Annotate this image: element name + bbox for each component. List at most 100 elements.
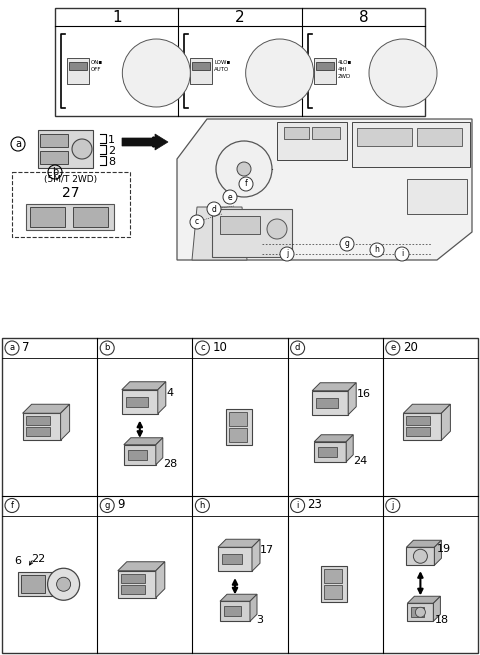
Polygon shape	[408, 596, 441, 603]
Polygon shape	[23, 404, 70, 413]
Bar	[222, 554, 242, 564]
Bar	[407, 179, 467, 214]
Polygon shape	[158, 382, 166, 414]
Polygon shape	[250, 594, 257, 621]
Text: 2WD: 2WD	[337, 74, 351, 79]
Bar	[192, 62, 210, 70]
Bar	[218, 547, 252, 571]
Polygon shape	[192, 207, 247, 260]
Bar	[73, 207, 108, 227]
Text: h: h	[374, 246, 379, 255]
Bar	[55, 8, 425, 116]
Text: 4HI: 4HI	[337, 67, 347, 72]
Text: g: g	[345, 240, 349, 248]
Bar	[313, 58, 336, 84]
Circle shape	[415, 607, 425, 617]
Text: b: b	[52, 167, 58, 177]
Bar	[40, 151, 68, 164]
Bar	[69, 62, 87, 70]
Bar	[321, 567, 347, 602]
Polygon shape	[403, 404, 450, 413]
Circle shape	[223, 190, 237, 204]
Text: 7: 7	[22, 341, 29, 354]
Bar	[18, 572, 52, 596]
Text: 24: 24	[353, 456, 368, 466]
Text: b: b	[105, 343, 110, 352]
Text: g: g	[105, 501, 110, 510]
Text: 1: 1	[108, 135, 115, 145]
Bar	[408, 603, 433, 621]
Bar	[122, 390, 158, 414]
Bar	[407, 416, 431, 425]
Bar	[121, 574, 145, 583]
Bar	[411, 607, 424, 617]
Text: 22: 22	[32, 554, 46, 564]
Polygon shape	[118, 562, 165, 571]
Bar	[226, 409, 252, 445]
Bar	[26, 204, 114, 230]
Bar	[220, 601, 250, 621]
Text: f: f	[11, 501, 13, 510]
Circle shape	[246, 39, 313, 107]
Circle shape	[48, 569, 80, 600]
Bar	[118, 571, 156, 598]
Circle shape	[122, 39, 191, 107]
Text: e: e	[390, 343, 396, 352]
Bar	[312, 391, 348, 415]
Text: a: a	[15, 139, 21, 149]
Bar	[229, 412, 247, 426]
Bar	[12, 172, 130, 237]
Polygon shape	[312, 383, 356, 391]
Circle shape	[207, 202, 221, 216]
Circle shape	[370, 243, 384, 257]
Polygon shape	[442, 404, 450, 440]
Bar	[417, 128, 462, 146]
Bar	[224, 607, 241, 616]
Bar	[121, 585, 145, 593]
Polygon shape	[346, 435, 353, 462]
Polygon shape	[124, 438, 163, 445]
Text: 23: 23	[308, 498, 323, 512]
Text: e: e	[228, 193, 232, 202]
Circle shape	[190, 215, 204, 229]
Text: c: c	[195, 217, 199, 227]
Bar	[220, 216, 260, 234]
Polygon shape	[314, 435, 353, 441]
Polygon shape	[407, 540, 442, 547]
Bar	[357, 128, 412, 146]
Bar	[128, 450, 147, 460]
Bar	[212, 209, 292, 257]
Bar	[67, 58, 89, 84]
Bar	[314, 441, 346, 462]
Bar	[403, 413, 442, 440]
Bar	[229, 428, 247, 441]
Bar	[324, 586, 342, 599]
Text: 20: 20	[403, 341, 418, 354]
Polygon shape	[348, 383, 356, 415]
Bar	[316, 62, 334, 70]
Bar	[25, 416, 49, 425]
Text: 8: 8	[359, 10, 368, 25]
Bar	[30, 207, 65, 227]
Text: 28: 28	[163, 458, 177, 469]
Text: 10: 10	[212, 341, 227, 354]
Bar	[124, 445, 156, 465]
Text: h: h	[200, 501, 205, 510]
Text: c: c	[200, 343, 204, 352]
Bar	[324, 569, 342, 583]
Text: OFF: OFF	[91, 67, 101, 72]
Text: 2: 2	[108, 146, 115, 156]
Bar	[284, 127, 309, 139]
Circle shape	[413, 550, 427, 563]
Text: LOW▪: LOW▪	[215, 60, 230, 65]
Circle shape	[395, 247, 409, 261]
Text: ON▪: ON▪	[91, 60, 103, 65]
Text: a: a	[10, 343, 14, 352]
Text: 3: 3	[256, 615, 263, 626]
Polygon shape	[252, 539, 260, 571]
Circle shape	[267, 219, 287, 239]
Bar	[191, 58, 212, 84]
Polygon shape	[177, 119, 472, 260]
Bar	[23, 413, 60, 440]
Polygon shape	[122, 382, 166, 390]
